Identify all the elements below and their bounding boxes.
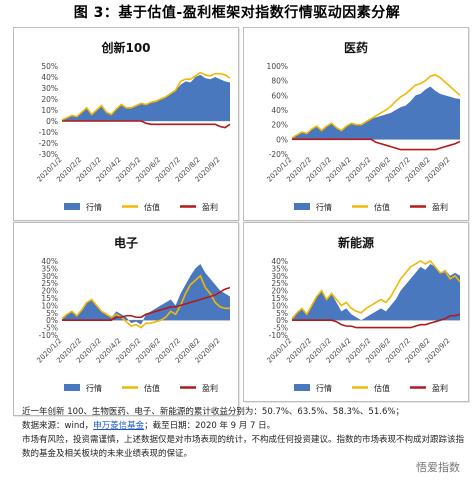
- y-tick-label: 35%: [41, 264, 58, 273]
- y-tick-label: 25%: [271, 279, 288, 288]
- footnote-returns: 近一年创新 100、生物医药、电子、新能源的累计收益分别为：50.7%、63.5…: [22, 407, 404, 417]
- y-tick-label: -20%: [269, 150, 288, 159]
- y-tick-label: 0%: [46, 117, 58, 126]
- legend-label: 行情: [86, 202, 102, 212]
- chart-dianzi: 电子40%35%30%25%20%15%10%5%0%-5%-10%2020/1…: [36, 235, 231, 393]
- legend-swatch-hangqing: [294, 384, 310, 391]
- y-tick-label: 20%: [271, 121, 288, 130]
- chart-yiyao: 医药100%80%60%40%20%0%-20%2020/1/22020/2/2…: [266, 40, 461, 212]
- legend-label: 行情: [86, 383, 102, 393]
- footnote-source: 数据来源：wind，申万菱信基金；截至日期：2020 年 9 月 7 日。: [22, 419, 468, 433]
- y-tick-label: -10%: [269, 331, 288, 340]
- y-tick-label: 30%: [271, 272, 288, 281]
- watermark: 悟爱指数: [416, 461, 460, 474]
- legend-label: 行情: [316, 202, 332, 212]
- chart-title: 电子: [114, 235, 138, 250]
- y-tick-label: 5%: [46, 309, 58, 318]
- chart-chuangxin100: 创新10050%40%30%20%10%0%-10%-20%-30%2020/1…: [36, 40, 231, 212]
- series-line-guzhi: [61, 71, 231, 121]
- y-tick-label: 10%: [41, 301, 58, 310]
- y-tick-label: 10%: [271, 301, 288, 310]
- y-tick-label: 30%: [41, 84, 58, 93]
- series-area-hangqing: [292, 86, 460, 140]
- series-line-guzhi: [291, 73, 461, 139]
- series-area-hangqing: [62, 263, 230, 325]
- y-tick-label: 20%: [41, 95, 58, 104]
- legend-label: 盈利: [202, 202, 218, 212]
- figure-title: 图 3：基于估值-盈利框架对指数行情驱动因素分解: [73, 5, 401, 21]
- y-tick-label: 15%: [41, 294, 58, 303]
- y-tick-label: 0%: [276, 316, 288, 325]
- legend-label: 行情: [316, 383, 332, 393]
- series-line-guzhi: [291, 259, 461, 320]
- y-tick-label: -5%: [273, 324, 288, 333]
- source-suffix: ；截至日期：2020 年 9 月 7 日。: [144, 421, 276, 431]
- legend-label: 估值: [144, 202, 160, 212]
- y-tick-label: -20%: [39, 139, 58, 148]
- panel-yiyao: 医药 100% 80% 60% 40% 20% 0% -20% 2020/1/2 2020/2/2…: [243, 27, 469, 221]
- chart-title: 新能源: [338, 235, 374, 250]
- y-tick-label: 40%: [41, 257, 58, 266]
- legend-label: 盈利: [202, 383, 218, 393]
- series-line-yingli: [62, 120, 231, 129]
- series-area-hangqing: [292, 263, 460, 321]
- legend-swatch-hangqing: [64, 384, 80, 391]
- panel-dianzi: 电子 40% 35% 30% 25% 20% 15% 10% 5% 0% -5% -10% 2020/1…: [13, 222, 239, 416]
- y-tick-label: 80%: [271, 77, 288, 86]
- chart-title: 创新100: [100, 40, 150, 55]
- y-tick-label: 60%: [271, 91, 288, 100]
- series-line-guzhi: [61, 274, 230, 329]
- series-area-hangqing: [62, 74, 230, 121]
- y-tick-label: 20%: [41, 287, 58, 296]
- legend-label: 盈利: [432, 383, 448, 393]
- y-tick-label: 0%: [276, 135, 288, 144]
- series-line-yingli: [62, 286, 231, 321]
- y-tick-label: 35%: [271, 264, 288, 273]
- y-tick-label: 50%: [41, 62, 58, 71]
- y-tick-label: -10%: [39, 331, 58, 340]
- y-tick-label: 20%: [271, 287, 288, 296]
- footnote-risk-cont: 数的基金及相关板块的未来业绩表现的保证。: [22, 449, 193, 459]
- legend-label: 盈利: [432, 202, 448, 212]
- chart-xinnengyuan: 新能源40%35%30%25%20%15%10%5%0%-5%-10%2020/…: [266, 235, 461, 393]
- legend-swatch-hangqing: [294, 203, 310, 210]
- y-tick-label: -10%: [39, 128, 58, 137]
- y-tick-label: -30%: [39, 150, 58, 159]
- y-tick-label: 40%: [271, 106, 288, 115]
- panel-chuangxin100: 创新100 50% 40% 30% 20% 10% 0% -10% -20% -30% 2020/1…: [13, 27, 239, 221]
- y-tick-label: 5%: [276, 309, 288, 318]
- legend-label: 估值: [374, 383, 390, 393]
- y-tick-label: 25%: [41, 279, 58, 288]
- y-tick-label: 10%: [41, 106, 58, 115]
- y-tick-label: 0%: [46, 316, 58, 325]
- legend-label: 估值: [374, 202, 390, 212]
- y-tick-label: -5%: [43, 324, 58, 333]
- y-tick-label: 30%: [41, 272, 58, 281]
- footnote-risk: 市场有风险，投资需谨慎，上述数据仅是对市场表现的统计，不构成任何投资建议。指数的…: [22, 435, 465, 445]
- y-tick-label: 100%: [267, 62, 288, 71]
- source-link[interactable]: 申万菱信基金: [93, 421, 145, 431]
- legend-swatch-hangqing: [64, 203, 80, 210]
- source-prefix: 数据来源：wind，: [22, 421, 94, 431]
- panel-xinnengyuan: 新能源 40% 35% 30% 25% 20% 15% 10% 5% 0% -5% -10% 2020/…: [243, 222, 469, 402]
- chart-title: 医药: [344, 40, 368, 55]
- y-tick-label: 15%: [271, 294, 288, 303]
- y-tick-label: 40%: [271, 257, 288, 266]
- legend-label: 估值: [144, 383, 160, 393]
- series-line-yingli: [292, 313, 461, 329]
- y-tick-label: 40%: [41, 73, 58, 82]
- series-line-yingli: [292, 138, 461, 151]
